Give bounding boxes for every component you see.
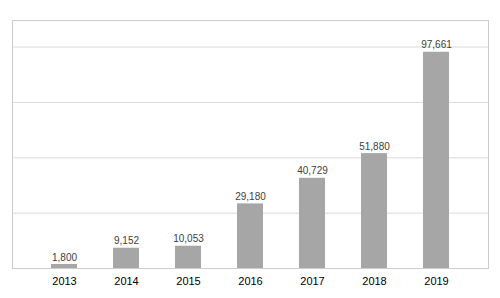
- svg-text:2016: 2016: [238, 275, 262, 287]
- svg-text:97,661: 97,661: [421, 39, 452, 50]
- svg-text:1,800: 1,800: [52, 252, 77, 263]
- svg-text:2019: 2019: [424, 275, 448, 287]
- svg-text:10,053: 10,053: [173, 233, 204, 244]
- svg-text:29,180: 29,180: [235, 191, 266, 202]
- svg-text:2018: 2018: [362, 275, 386, 287]
- svg-text:9,152: 9,152: [114, 235, 139, 246]
- svg-text:2017: 2017: [300, 275, 324, 287]
- svg-text:2013: 2013: [52, 275, 76, 287]
- svg-text:2014: 2014: [114, 275, 138, 287]
- svg-text:2015: 2015: [176, 275, 200, 287]
- svg-text:40,729: 40,729: [297, 165, 328, 176]
- svg-text:51,880: 51,880: [359, 141, 390, 152]
